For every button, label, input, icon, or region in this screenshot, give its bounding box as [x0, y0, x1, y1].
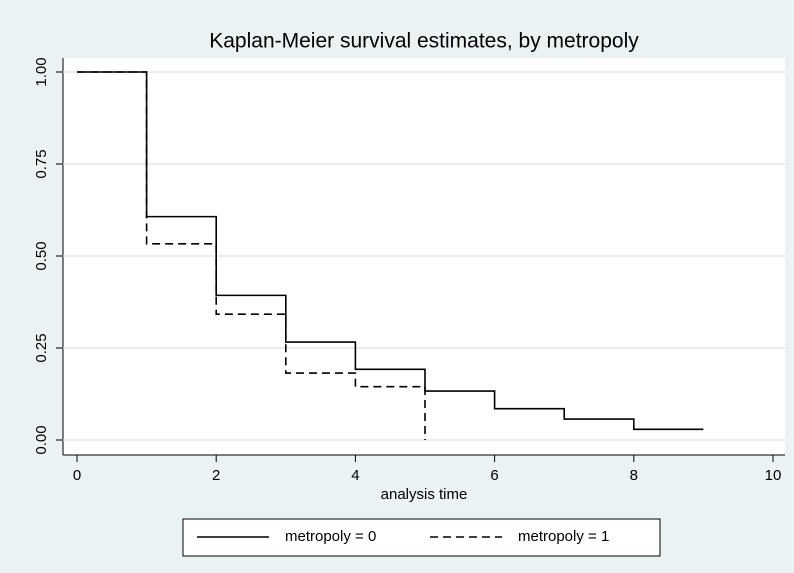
x-tick-label: 0 [73, 467, 81, 484]
y-tick-label: 0.50 [33, 241, 50, 270]
survival-curve [77, 71, 426, 440]
legend-label: metropoly = 0 [285, 528, 376, 545]
y-tick-label: 1.00 [33, 57, 50, 86]
legend-label: metropoly = 1 [518, 528, 609, 545]
y-tick-label: 0.00 [33, 425, 50, 454]
chart-title: Kaplan-Meier survival estimates, by metr… [209, 30, 639, 53]
x-tick-label: 10 [765, 467, 782, 484]
y-tick-label: 0.75 [33, 149, 50, 178]
y-tick-label: 0.25 [33, 333, 50, 362]
x-tick-label: 4 [351, 467, 359, 484]
x-tick-label: 2 [212, 467, 220, 484]
x-tick-label: 8 [630, 467, 638, 484]
x-tick-label: 6 [490, 467, 498, 484]
survival-curve [77, 71, 704, 431]
x-axis-label: analysis time [381, 486, 468, 503]
